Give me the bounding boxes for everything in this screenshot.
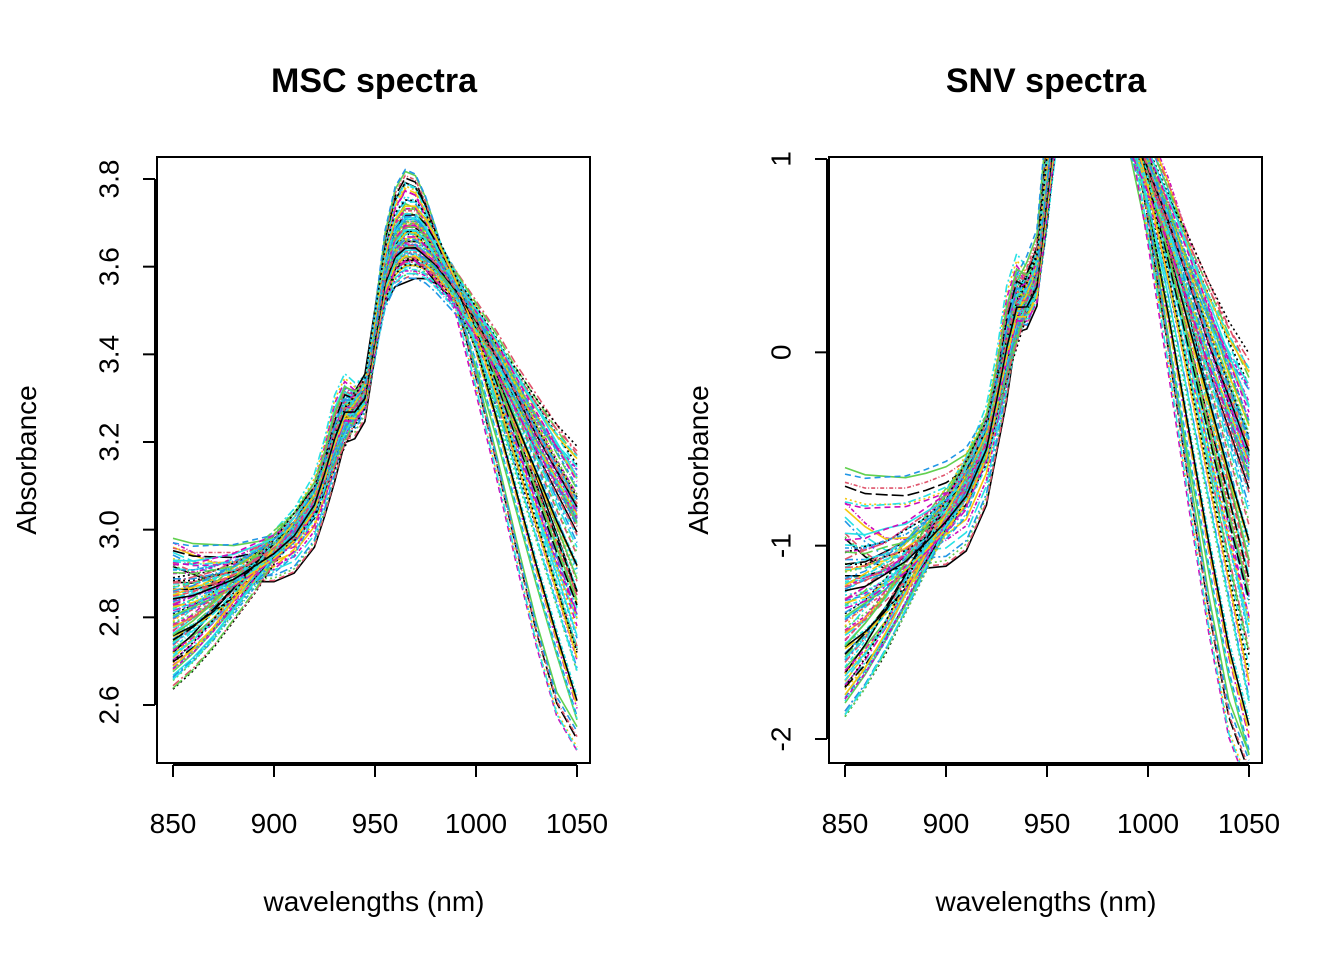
y-tick-label: -2: [766, 727, 797, 752]
snv-panel: SNV spectra Absorbance wavelengths (nm) …: [683, 62, 1280, 917]
x-tick-label: 900: [251, 808, 298, 839]
spectrum-line: [172, 238, 578, 592]
y-axis: -2 -1 0 1: [766, 151, 828, 751]
y-tick-label: 3.8: [94, 160, 125, 199]
spectrum-line: [172, 201, 578, 658]
x-tick-label: 950: [1024, 808, 1071, 839]
spectrum-line: [844, 158, 1250, 688]
spectrum-line: [172, 229, 578, 601]
series-layer: [172, 168, 578, 752]
chart-title: SNV spectra: [946, 62, 1147, 100]
spectrum-line: [172, 195, 578, 720]
spectrum-line: [844, 158, 1250, 592]
x-tick-label: 1050: [546, 808, 608, 839]
y-tick-label: 3.0: [94, 510, 125, 549]
spectrum-line: [844, 158, 1250, 604]
spectrum-line: [172, 243, 578, 575]
spectrum-line: [844, 158, 1250, 610]
spectrum-line: [172, 251, 578, 584]
spectrum-line: [844, 158, 1241, 762]
x-tick-label: 950: [352, 808, 399, 839]
y-tick-label: 1: [766, 151, 797, 167]
x-axis: 850 900 950 1000 1050: [822, 764, 1280, 839]
chart-title: MSC spectra: [271, 62, 478, 100]
x-axis-label: wavelengths (nm): [263, 886, 485, 917]
spectrum-line: [844, 158, 1250, 588]
x-tick-label: 1000: [1117, 808, 1179, 839]
y-tick-label: 0: [766, 345, 797, 361]
spectrum-line: [172, 268, 578, 585]
spectrum-line: [173, 253, 578, 571]
spectrum-line: [844, 158, 1250, 615]
spectrum-line: [172, 199, 578, 662]
spectrum-line: [172, 212, 578, 680]
y-tick-label: 3.6: [94, 247, 125, 286]
x-tick-label: 850: [150, 808, 197, 839]
spectrum-line: [844, 158, 1248, 762]
y-axis-label: Absorbance: [683, 385, 714, 534]
x-axis-label: wavelengths (nm): [935, 886, 1157, 917]
y-tick-label: 2.6: [94, 686, 125, 725]
spectrum-line: [172, 244, 578, 598]
y-tick-label: 3.2: [94, 423, 125, 462]
series-layer: [844, 158, 1250, 762]
y-tick-label: 2.8: [94, 598, 125, 637]
msc-panel: MSC spectra Absorbance wavelengths (nm) …: [11, 62, 608, 917]
x-tick-label: 850: [822, 808, 869, 839]
spectrum-line: [844, 158, 1250, 712]
x-tick-label: 900: [923, 808, 970, 839]
y-tick-label: 3.4: [94, 335, 125, 374]
spectrum-line: [172, 184, 578, 748]
x-axis: 850 900 950 1000 1050: [150, 764, 608, 839]
y-tick-label: -1: [766, 533, 797, 558]
spectrum-line: [844, 158, 1247, 762]
spectrum-line: [172, 226, 578, 689]
spectrum-line: [172, 182, 578, 750]
spectrum-line: [844, 158, 1250, 681]
y-axis-label: Absorbance: [11, 385, 42, 534]
plot-frame: [828, 156, 1263, 764]
x-tick-label: 1000: [445, 808, 507, 839]
spectrum-line: [844, 158, 1250, 718]
plot-frame: [156, 156, 591, 764]
spectrum-line: [844, 158, 1250, 600]
x-tick-label: 1050: [1218, 808, 1280, 839]
spectrum-line: [844, 158, 1250, 593]
spectrum-line: [172, 240, 578, 588]
y-axis: 2.6 2.8 3.0 3.2 3.4 3.6 3.8: [94, 160, 156, 725]
spectrum-line: [844, 158, 1250, 715]
spectrum-line: [844, 158, 1250, 596]
spectrum-line: [844, 158, 1250, 700]
